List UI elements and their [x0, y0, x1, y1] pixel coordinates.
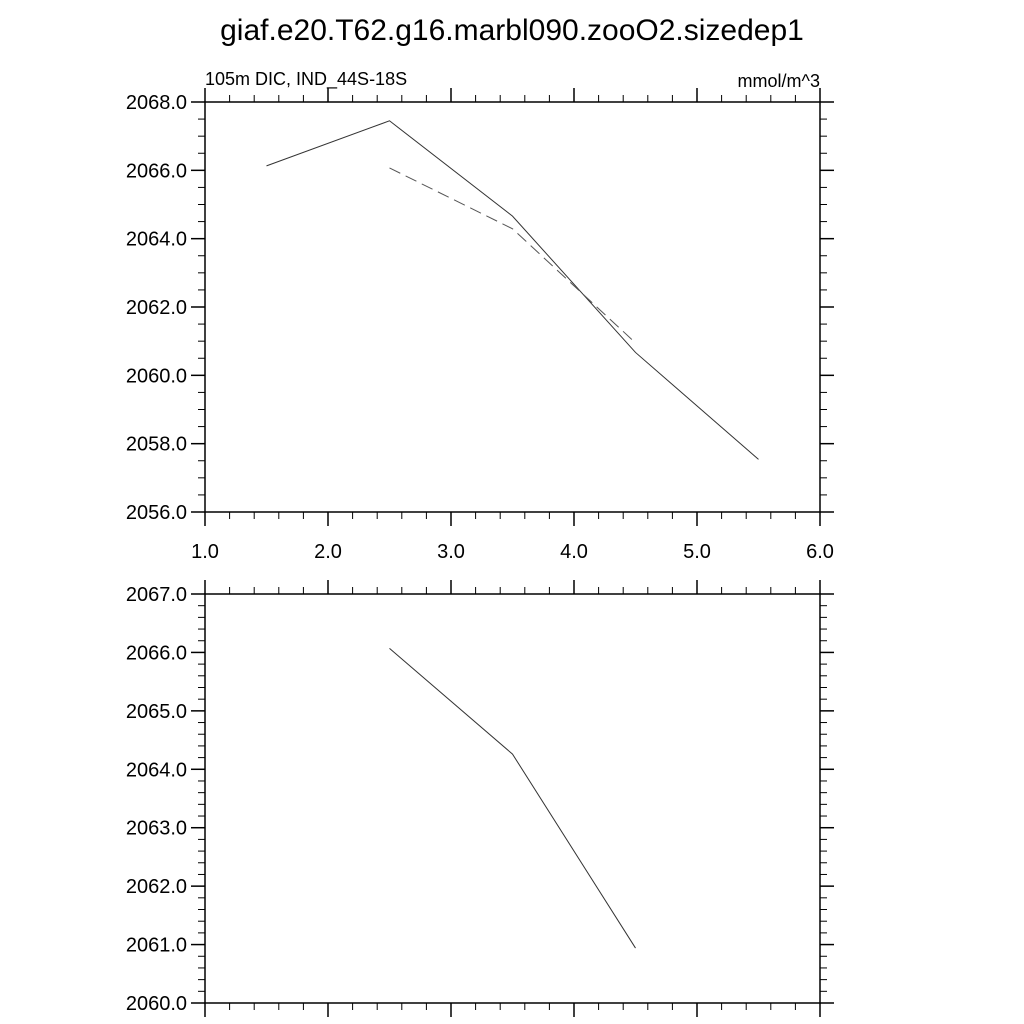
top-panel: 1.0 2.0 3.0 4.0 5.0 6.0 2056.0 2058.0 2060.0 2062… [126, 88, 834, 563]
y-tick-label: 2068.0 [126, 92, 187, 114]
y-tick-label: 2056.0 [126, 502, 187, 524]
y-tick-label: 2062.0 [126, 876, 187, 898]
x-tick-label: 2.0 [314, 541, 342, 563]
y-tick-label: 2067.0 [126, 584, 187, 606]
y-tick-label: 2061.0 [126, 935, 187, 957]
y-tick-label: 2064.0 [126, 759, 187, 781]
x-tick-label: 1.0 [191, 541, 219, 563]
y-tick-label: 2063.0 [126, 818, 187, 840]
y-tick-label: 2060.0 [126, 993, 187, 1015]
bottom-panel: 2060.0 2061.0 2062.0 2063.0 2064.0 2065.0 2066… [126, 580, 834, 1017]
x-tick-label: 3.0 [437, 541, 465, 563]
chart-title: giaf.e20.T62.g16.marbl090.zooO2.sizedep1 [220, 14, 804, 47]
series-line-solid [266, 120, 759, 460]
plot-frame [204, 593, 821, 1004]
x-tick-label: 6.0 [806, 541, 834, 563]
y-tick-label: 2065.0 [126, 701, 187, 723]
y-tick-label: 2062.0 [126, 297, 187, 319]
y-tick-label: 2066.0 [126, 160, 187, 182]
y-tick-label: 2064.0 [126, 229, 187, 251]
x-tick-label: 4.0 [560, 541, 588, 563]
units-subtitle: mmol/m^3 [738, 71, 820, 91]
left-subtitle: 105m DIC, IND_44S-18S [205, 69, 407, 90]
y-tick-label: 2060.0 [126, 365, 187, 387]
series-line-dashed [389, 167, 636, 344]
plot-frame [204, 101, 821, 513]
y-tick-label: 2058.0 [126, 434, 187, 456]
y-tick-label: 2066.0 [126, 642, 187, 664]
x-tick-label: 5.0 [683, 541, 711, 563]
series-line-solid [389, 647, 636, 949]
